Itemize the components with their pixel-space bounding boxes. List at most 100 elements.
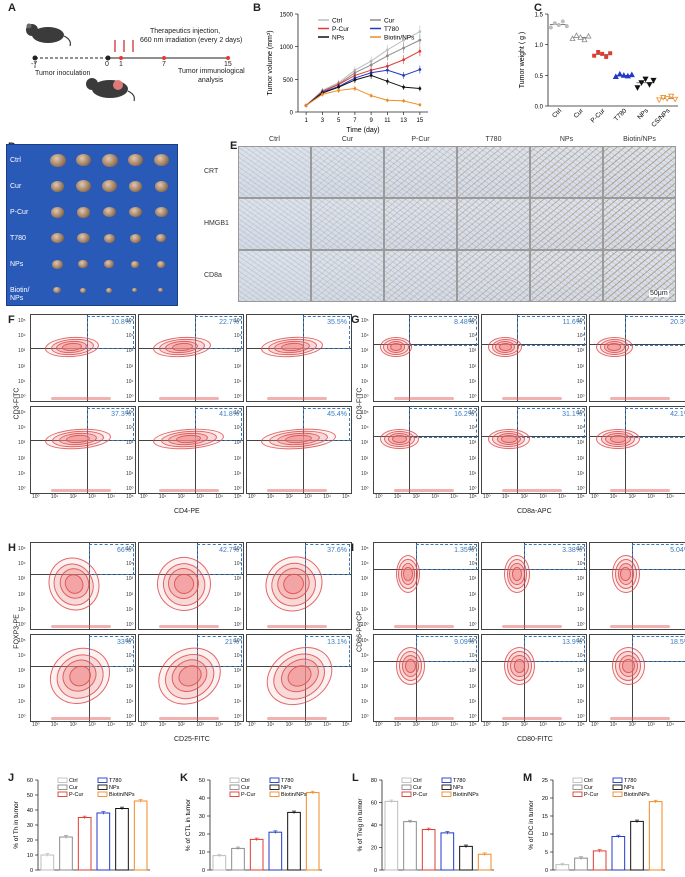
series-line-cur: [305, 39, 421, 106]
bar: [268, 831, 283, 871]
y-tick-label: 10⁰: [469, 622, 477, 628]
legend-entry: T780: [109, 778, 122, 784]
legend-entry: Cur: [69, 785, 78, 791]
y-tick-label: 10²: [126, 363, 134, 370]
x-tick-label: 9: [369, 118, 373, 124]
panel-a: A -7 0 1 7 15 Therapeutics injectio: [0, 0, 250, 110]
y-tick-label: 10³: [361, 576, 369, 583]
ihc-image: [457, 198, 530, 250]
y-tick-label: 10⁰: [469, 486, 477, 492]
y-tick-label: 10¹: [469, 470, 477, 477]
quadrant-vertical-line: [89, 543, 91, 629]
ihc-column-label: P-Cur: [411, 136, 430, 143]
quadrant-horizontal-line: [31, 347, 135, 349]
flow-y-axis-label: FOXP3-PE: [13, 614, 21, 649]
legend-entry: P-Cur: [332, 26, 350, 33]
ihc-image: [384, 198, 457, 250]
y-tick-label: 10³: [126, 668, 134, 675]
bar: [440, 832, 455, 871]
y-tick-label: 10²: [577, 363, 585, 370]
axis-event-band: [159, 717, 219, 720]
x-tick-label: 10³: [647, 722, 655, 728]
x-category-label: T780: [613, 107, 629, 123]
panel-label-e: E: [230, 140, 238, 152]
y-tick-label: 10⁴: [234, 561, 242, 568]
y-tick-label: 10⁴: [577, 653, 585, 660]
data-point: [596, 50, 601, 55]
quadrant-horizontal-line: [139, 573, 243, 575]
legend-entry: Biotin/NPs: [109, 792, 135, 798]
y-tick-label: 10⁴: [361, 561, 369, 568]
ihc-texture: [385, 199, 456, 249]
flow-plot: 35.5%: [246, 314, 352, 402]
density-contour: [607, 342, 622, 352]
x-tick-label: 10¹: [501, 494, 510, 500]
y-tick-label: 1.0: [535, 43, 544, 49]
legend-entry: NPs: [453, 785, 464, 791]
tumor-sample: [156, 234, 166, 242]
x-tick-label: 10⁴: [107, 494, 115, 500]
flow-plot: 3.38%: [481, 542, 587, 630]
legend-entry: P-Cur: [69, 792, 84, 798]
legend-swatch: [572, 777, 583, 783]
tumor-mouse-icon: [86, 78, 135, 102]
gate-box: [195, 408, 242, 441]
data-point: [402, 99, 406, 103]
x-tick-label: 10⁵: [342, 494, 350, 500]
legend-entry: Biotin/NPs: [624, 792, 650, 798]
legend-entry: T780: [624, 778, 637, 784]
legend-entry: T780: [453, 778, 466, 784]
ihc-image: [530, 250, 603, 302]
y-tick-label: 20: [542, 796, 548, 802]
axis-event-band: [610, 489, 670, 492]
y-tick-label: 10³: [18, 668, 26, 675]
flow-x-axis-label: CD25-FITC: [174, 736, 210, 743]
y-tick-label: 10¹: [126, 698, 134, 705]
y-tick-label: 10⁴: [126, 425, 134, 432]
ihc-texture: [604, 199, 675, 249]
ihc-image: [238, 250, 311, 302]
ihc-image: [311, 250, 384, 302]
y-tick-label: 10: [542, 832, 548, 838]
gate-box: [625, 408, 685, 438]
quadrant-vertical-line: [87, 407, 89, 493]
flow-plot: 66%: [30, 542, 136, 630]
series-line-nps: [305, 74, 420, 106]
y-tick-label: 0: [545, 868, 548, 874]
ihc-column-label: NPs: [559, 136, 574, 143]
y-tick-label: 1000: [280, 45, 294, 51]
legend-swatch: [401, 784, 412, 790]
x-tick-label: 10⁴: [558, 494, 566, 500]
tick-minus7: -7: [31, 61, 38, 68]
x-tick-label: 10⁰: [483, 494, 491, 500]
axis-event-band: [394, 489, 454, 492]
data-point: [353, 78, 357, 82]
gate-box: [195, 316, 242, 349]
y-tick-label: 10⁰: [577, 622, 585, 628]
tumor-sample: [105, 287, 112, 293]
x-tick-label: 10⁰: [375, 722, 383, 728]
panel-label-h: H: [8, 542, 16, 554]
ihc-texture: [312, 199, 383, 249]
gate-percentage: 18.5%: [670, 639, 685, 646]
y-tick-label: 20: [371, 846, 377, 852]
ihc-column-label: Ctrl: [269, 136, 280, 143]
legend-swatch: [269, 791, 280, 797]
quadrant-vertical-line: [195, 315, 197, 401]
y-tick-label: 10³: [126, 576, 134, 583]
y-tick-label: 10⁴: [361, 653, 369, 660]
y-axis-label: % of Th in tumor: [13, 800, 20, 848]
y-tick-label: 0.5: [535, 74, 544, 80]
x-tick-label: 10²: [69, 494, 77, 500]
tumor-sample: [103, 233, 115, 243]
bar: [40, 854, 55, 871]
legend-swatch: [97, 791, 108, 797]
y-tick-label: 10⁴: [234, 425, 242, 432]
y-tick-label: 10¹: [577, 606, 585, 613]
gate-box: [89, 636, 134, 668]
legend-swatch: [229, 791, 240, 797]
gate-box: [303, 408, 350, 441]
data-point: [556, 23, 561, 28]
y-tick-label: 30: [27, 823, 33, 829]
ihc-texture: [458, 199, 529, 249]
